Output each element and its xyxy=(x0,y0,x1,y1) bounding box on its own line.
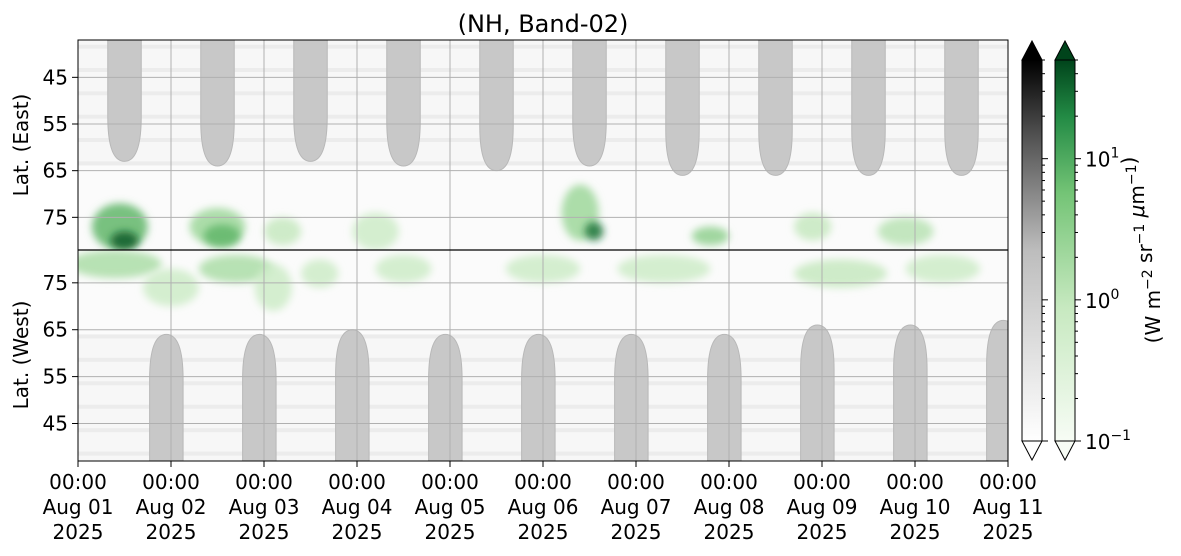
colorbar-green xyxy=(1054,39,1076,462)
green-cluster xyxy=(110,231,139,250)
x-tick-label: 00:00 Aug 06 2025 xyxy=(508,470,579,544)
upper-y-ticks: 45 55 65 75 xyxy=(43,65,78,229)
upper-gray-block xyxy=(293,40,328,162)
green-cluster xyxy=(264,217,302,246)
upper-gray-block xyxy=(386,40,421,167)
y-tick-label: 55 xyxy=(43,112,68,136)
colorbar-label: (W m−2 sr−1 μm−1) xyxy=(1117,157,1165,344)
green-cluster xyxy=(584,222,604,241)
lower-panel xyxy=(78,250,1008,461)
green-cluster xyxy=(375,254,432,283)
green-cluster xyxy=(198,254,274,283)
lower-gray-block xyxy=(614,333,649,461)
lower-y-ticks: 75 65 55 45 xyxy=(43,271,78,435)
colorbar-ticks: 101 100 10−1 xyxy=(1042,59,1131,454)
x-tick-label: 00:00 Aug 08 2025 xyxy=(694,470,765,544)
x-tick-label: 00:00 Aug 01 2025 xyxy=(43,470,114,544)
lower-gray-block xyxy=(893,324,928,461)
upper-gray-block xyxy=(665,40,700,176)
lower-gray-block xyxy=(242,333,277,461)
green-cluster xyxy=(352,212,399,250)
x-tick-label: 00:00 Aug 02 2025 xyxy=(136,470,207,544)
upper-gray-block xyxy=(944,40,979,176)
colorbar-tick-label: 10−1 xyxy=(1085,428,1131,454)
upper-gray-block xyxy=(479,40,514,172)
green-cluster xyxy=(617,254,711,283)
y-tick-label: 65 xyxy=(43,159,68,183)
green-cluster xyxy=(301,259,339,288)
lower-gray-block xyxy=(335,329,370,461)
green-cluster xyxy=(254,264,292,311)
y-tick-label: 55 xyxy=(43,365,68,389)
x-tick-label: 00:00 Aug 10 2025 xyxy=(880,470,951,544)
green-cluster xyxy=(905,254,981,283)
upper-gray-block xyxy=(107,40,142,162)
green-cluster xyxy=(203,224,241,248)
lower-gray-block xyxy=(428,333,463,461)
upper-gray-block xyxy=(572,40,607,167)
x-tick-label: 00:00 Aug 05 2025 xyxy=(415,470,486,544)
green-cluster xyxy=(691,226,730,246)
lower-y-label: Lat. (West) xyxy=(9,301,33,410)
chart-title: (NH, Band-02) xyxy=(458,10,629,38)
green-cluster xyxy=(794,259,888,288)
x-tick-label: 00:00 Aug 11 2025 xyxy=(973,470,1044,544)
x-tick-label: 00:00 Aug 03 2025 xyxy=(229,470,300,544)
green-cluster xyxy=(877,217,934,246)
y-tick-label: 75 xyxy=(43,271,68,295)
upper-y-label: Lat. (East) xyxy=(9,94,33,197)
lower-gray-block xyxy=(986,319,1008,461)
upper-gray-block xyxy=(851,40,886,176)
lower-gray-block xyxy=(521,333,556,461)
colorbar-tick-label: 100 xyxy=(1085,287,1119,313)
green-cluster xyxy=(78,250,162,279)
lower-gray-block xyxy=(800,324,835,461)
x-tick-label: 00:00 Aug 09 2025 xyxy=(787,470,858,544)
lower-gray-block xyxy=(707,333,742,461)
upper-gray-block xyxy=(200,40,235,167)
colorbar-grey xyxy=(1021,39,1043,462)
y-tick-label: 45 xyxy=(43,65,68,89)
lower-gray-block xyxy=(149,333,184,461)
y-tick-label: 45 xyxy=(43,411,68,435)
x-ticks: 00:00 Aug 01 2025 00:00 Aug 02 2025 00:00 Aug 0… xyxy=(43,461,1044,544)
x-tick-label: 00:00 Aug 07 2025 xyxy=(601,470,672,544)
x-tick-label: 00:00 Aug 04 2025 xyxy=(322,470,393,544)
y-tick-label: 75 xyxy=(43,205,68,229)
colorbar-tick-label: 101 xyxy=(1085,146,1119,172)
y-tick-label: 65 xyxy=(43,318,68,342)
upper-gray-block xyxy=(758,40,793,176)
